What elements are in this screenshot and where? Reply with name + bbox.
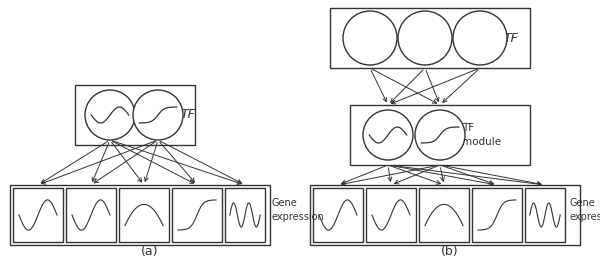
- Circle shape: [453, 11, 507, 65]
- Bar: [10, 185, 270, 245]
- Bar: [525, 188, 565, 242]
- Circle shape: [415, 110, 465, 160]
- Circle shape: [398, 11, 452, 65]
- Bar: [66, 188, 116, 242]
- Bar: [310, 185, 580, 245]
- Bar: [119, 188, 169, 242]
- Bar: [472, 188, 522, 242]
- Circle shape: [363, 110, 413, 160]
- Text: TF: TF: [503, 32, 518, 45]
- Bar: [313, 188, 363, 242]
- Bar: [172, 188, 222, 242]
- Circle shape: [133, 90, 183, 140]
- Bar: [350, 105, 530, 165]
- Text: (b): (b): [441, 245, 459, 258]
- Bar: [330, 8, 530, 68]
- Bar: [13, 188, 63, 242]
- Text: TF: TF: [180, 109, 195, 122]
- Bar: [366, 188, 416, 242]
- Text: Gene
expression: Gene expression: [272, 198, 325, 222]
- Text: (a): (a): [141, 245, 159, 258]
- Bar: [225, 188, 265, 242]
- Text: Gene
expression: Gene expression: [570, 198, 600, 222]
- Text: TF
module: TF module: [462, 123, 501, 147]
- Circle shape: [343, 11, 397, 65]
- Bar: [75, 85, 195, 145]
- Circle shape: [85, 90, 135, 140]
- Bar: [419, 188, 469, 242]
